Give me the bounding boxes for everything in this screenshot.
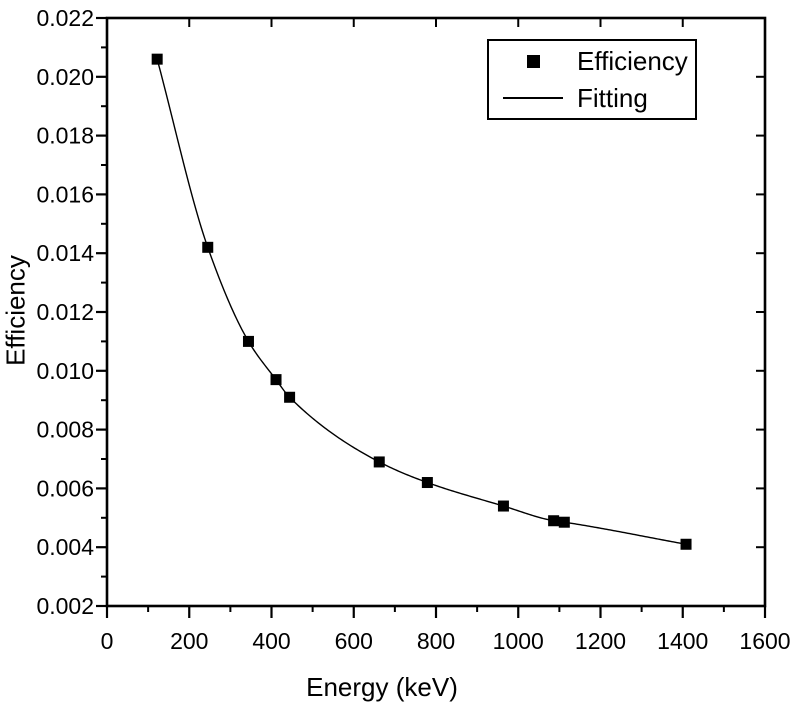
- y-tick-label: 0.016: [36, 181, 94, 207]
- x-tick-label: 800: [417, 628, 455, 654]
- data-point-marker: [284, 391, 296, 403]
- x-tick-label: 200: [170, 628, 208, 654]
- data-point-marker: [680, 538, 692, 550]
- y-tick-label: 0.010: [36, 358, 94, 384]
- data-point-marker: [558, 516, 570, 528]
- x-tick-label: 600: [335, 628, 373, 654]
- y-tick-label: 0.012: [36, 299, 94, 325]
- legend-item-fitting: Fitting: [489, 81, 695, 115]
- data-point-marker: [151, 53, 163, 65]
- data-point-marker: [421, 477, 433, 489]
- x-tick-label: 1400: [657, 628, 708, 654]
- y-tick-label: 0.004: [36, 534, 94, 560]
- data-point-marker: [242, 335, 254, 347]
- y-tick-label: 0.008: [36, 417, 94, 443]
- y-tick-label: 0.006: [36, 475, 94, 501]
- data-point-marker: [202, 241, 214, 253]
- data-point-marker: [373, 456, 385, 468]
- legend-item-efficiency: Efficiency: [489, 44, 695, 78]
- y-tick-label: 0.002: [36, 593, 94, 619]
- y-axis-title: Efficiency: [0, 255, 31, 366]
- x-tick-label: 400: [252, 628, 290, 654]
- legend-label-fitting: Fitting: [577, 82, 648, 113]
- legend-label-efficiency: Efficiency: [577, 46, 688, 77]
- x-tick-label: 0: [101, 628, 114, 654]
- y-tick-label: 0.022: [36, 5, 94, 31]
- x-tick-label: 1600: [739, 628, 790, 654]
- data-point-marker: [548, 515, 560, 527]
- x-tick-label: 1000: [493, 628, 544, 654]
- legend-square-marker-icon: [526, 54, 540, 68]
- x-tick-label: 1200: [575, 628, 626, 654]
- legend-sample-area: [489, 96, 577, 99]
- legend-line-marker-icon: [503, 96, 563, 99]
- data-point-marker: [270, 374, 282, 386]
- y-tick-label: 0.020: [36, 64, 94, 90]
- y-tick-label: 0.018: [36, 123, 94, 149]
- y-tick-label: 0.014: [36, 240, 94, 266]
- legend-box: Efficiency Fitting: [487, 39, 697, 120]
- legend-sample-area: [489, 54, 577, 68]
- data-point-marker: [497, 500, 509, 512]
- fitting-curve: [156, 58, 687, 545]
- x-axis-title: Energy (keV): [306, 672, 458, 702]
